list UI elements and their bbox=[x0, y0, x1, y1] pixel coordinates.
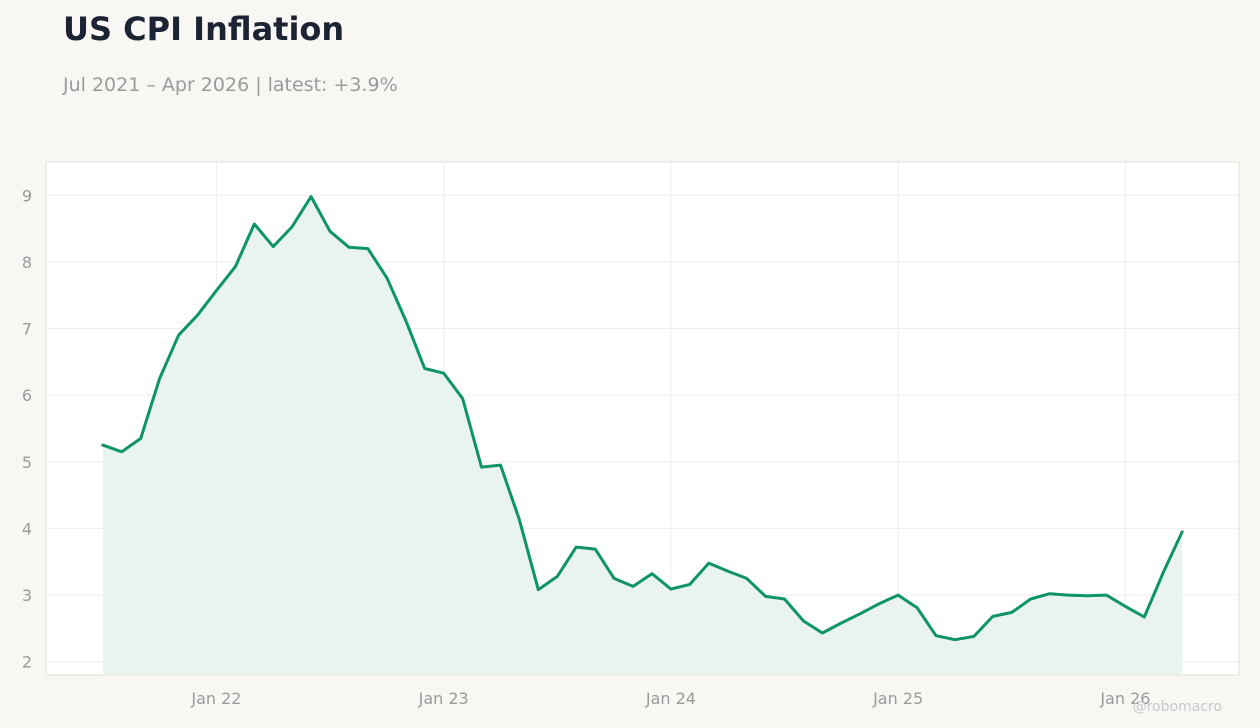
y-tick-label: 5 bbox=[22, 453, 32, 472]
x-tick-label: Jan 22 bbox=[190, 689, 241, 708]
y-tick-label: 9 bbox=[22, 186, 32, 205]
y-tick-label: 4 bbox=[22, 519, 32, 538]
x-tick-label: Jan 24 bbox=[645, 689, 696, 708]
x-tick-label: Jan 26 bbox=[1099, 689, 1150, 708]
y-tick-label: 3 bbox=[22, 586, 32, 605]
inflation-area bbox=[102, 196, 1183, 675]
x-tick-label: Jan 25 bbox=[872, 689, 923, 708]
y-axis-ticks: 2 3 4 5 6 7 8 9 bbox=[22, 186, 32, 671]
y-tick-label: 2 bbox=[22, 653, 32, 672]
chart-title: US CPI Inflation bbox=[63, 10, 345, 48]
y-tick-label: 7 bbox=[22, 320, 32, 339]
y-tick-label: 8 bbox=[22, 253, 32, 272]
chart-subtitle: Jul 2021 – Apr 2026 | latest: +3.9% bbox=[63, 74, 398, 96]
inflation-line bbox=[101, 195, 1184, 642]
watermark: @robomacro bbox=[1132, 699, 1222, 715]
x-axis-ticks: Jan 22 Jan 23 Jan 24 Jan 25 Jan 26 bbox=[190, 689, 1150, 708]
x-tick-label: Jan 23 bbox=[418, 689, 469, 708]
y-tick-label: 6 bbox=[22, 386, 32, 405]
